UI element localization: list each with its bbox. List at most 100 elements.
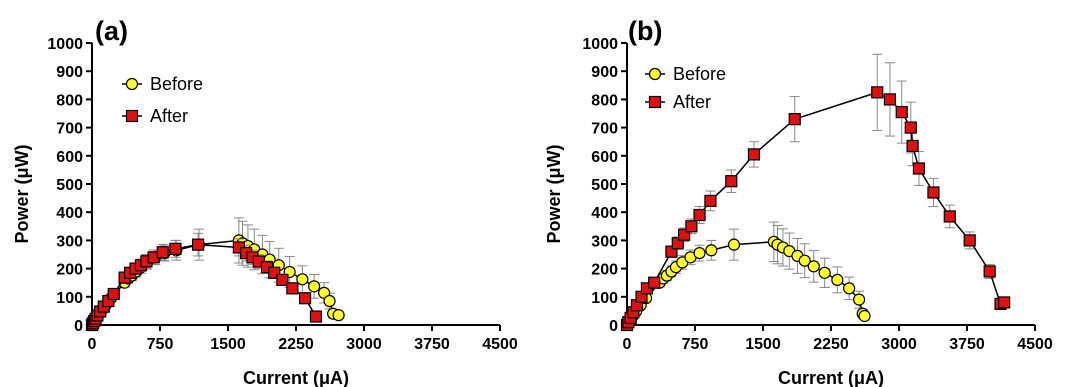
data-point: [798, 254, 811, 267]
data-point: [671, 237, 684, 250]
series-line: [626, 91, 1005, 326]
x-tick-label: 1500: [745, 336, 781, 353]
y-tick-label: 900: [56, 64, 83, 81]
legend-label-after: After: [150, 106, 188, 126]
data-point: [818, 266, 831, 279]
data-point: [725, 175, 738, 188]
data-point: [685, 220, 698, 233]
y-axis-title: Power (μW): [12, 144, 32, 243]
data-point: [323, 294, 336, 308]
data-point: [107, 287, 120, 301]
data-point: [648, 276, 661, 289]
data-point: [678, 228, 691, 241]
data-point: [298, 292, 312, 305]
data-point: [747, 148, 761, 161]
data-point: [807, 260, 820, 273]
data-point: [169, 242, 182, 255]
data-point: [904, 121, 917, 134]
x-tick-label: 3000: [881, 336, 917, 353]
x-tick-label: 2250: [278, 336, 314, 353]
y-tick-label: 1000: [582, 36, 618, 53]
chart-panel-a: 0 100 200 300 400 500 600 700 800 900 1000 0 750 1500…: [12, 16, 518, 387]
data-point: [268, 266, 281, 279]
x-tick-label: 0: [88, 336, 97, 353]
data-point: [895, 105, 908, 119]
y-tick-label: 700: [591, 121, 618, 138]
data-point: [665, 245, 678, 258]
y-tick-label: 800: [56, 92, 83, 109]
x-tick-label: 3000: [346, 336, 382, 353]
y-tick-label: 200: [56, 262, 83, 279]
data-point: [727, 238, 741, 251]
y-tick-label: 1000: [47, 36, 83, 53]
data-point: [912, 162, 926, 175]
data-point: [156, 246, 169, 259]
legend-label-before: Before: [150, 74, 203, 94]
legend-marker-before: [648, 67, 662, 81]
y-tick-label: 500: [591, 177, 618, 194]
x-tick-label: 750: [147, 336, 174, 353]
y-tick-label: 300: [56, 233, 83, 250]
chart-panel-b: 0 100 200 300 400 500 600 700 800 900 1000 0 750 1500…: [544, 16, 1053, 387]
legend: Before After: [645, 64, 726, 112]
data-point: [191, 238, 205, 251]
data-point: [286, 282, 299, 295]
series-before: [620, 221, 871, 332]
y-axis-title: Power (μW): [544, 144, 564, 243]
y-tick-label: 500: [56, 177, 83, 194]
data-point: [983, 265, 996, 278]
data-point: [704, 194, 717, 208]
x-tick-label: 0: [623, 336, 632, 353]
x-tick-label: 3750: [414, 336, 450, 353]
x-tick-label: 1500: [210, 336, 246, 353]
legend-marker-before: [125, 77, 139, 91]
x-axis-title: Current (μA): [243, 368, 349, 387]
y-tick-label: 400: [591, 205, 618, 222]
data-point: [309, 310, 323, 323]
series-after: [620, 53, 1011, 332]
data-point: [831, 273, 844, 286]
data-point: [927, 186, 940, 199]
y-tick-label: 600: [591, 149, 618, 166]
data-point: [693, 246, 706, 260]
data-point: [871, 86, 884, 99]
data-point: [853, 293, 866, 306]
data-point: [693, 208, 706, 222]
y-tick-label: 0: [74, 318, 83, 335]
x-axis-title: Current (μA): [778, 368, 884, 387]
legend-marker-after: [125, 109, 139, 123]
legend-label-before: Before: [673, 64, 726, 84]
x-tick-label: 750: [682, 336, 709, 353]
x-tick-label: 2250: [813, 336, 849, 353]
panel-label: (a): [95, 16, 128, 46]
data-point: [963, 234, 976, 247]
y-tick-label: 200: [591, 262, 618, 279]
data-point: [843, 282, 856, 295]
series-after: [85, 232, 323, 332]
data-point: [332, 309, 345, 322]
data-point: [906, 139, 919, 153]
x-tick-label: 3750: [949, 336, 985, 353]
y-tick-label: 0: [609, 318, 618, 335]
data-point: [943, 210, 956, 223]
data-point: [883, 93, 897, 106]
legend: Before After: [122, 74, 203, 126]
y-tick-label: 400: [56, 205, 83, 222]
x-tick-label: 4500: [482, 336, 518, 353]
y-tick-label: 600: [56, 149, 83, 166]
legend-marker-after: [648, 95, 662, 109]
x-tick-label: 4500: [1017, 336, 1053, 353]
data-point: [858, 309, 871, 323]
y-tick-label: 700: [56, 121, 83, 138]
panel-label: (b): [628, 16, 662, 46]
data-point: [276, 273, 289, 286]
legend-label-after: After: [673, 92, 711, 112]
data-point: [705, 244, 718, 257]
y-tick-label: 900: [591, 64, 618, 81]
y-tick-label: 800: [591, 92, 618, 109]
y-tick-label: 100: [591, 290, 618, 307]
data-point: [788, 113, 801, 126]
data-point: [308, 280, 321, 293]
y-tick-label: 300: [591, 233, 618, 250]
